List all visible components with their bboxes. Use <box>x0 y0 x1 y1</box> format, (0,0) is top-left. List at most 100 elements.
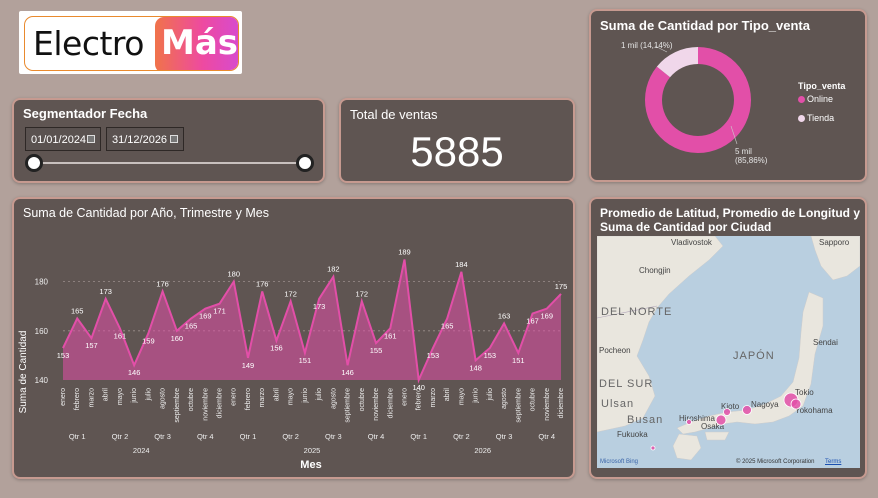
x-tick-label-quarter: Qtr 3 <box>496 432 513 441</box>
data-label: 160 <box>171 334 184 343</box>
x-tick-label-month: mayo <box>458 388 465 405</box>
x-tick-label-month: abril <box>444 388 451 402</box>
data-label: 169 <box>199 312 212 321</box>
area-line <box>62 259 562 384</box>
map-label-japon: JAPÓN <box>733 350 775 362</box>
x-tick-label-month: enero <box>60 388 67 406</box>
online-data-label-value: 5 mil <box>735 147 752 156</box>
start-date-input[interactable]: 01/01/2024 <box>25 127 101 151</box>
end-date-input[interactable]: 31/12/2026 <box>106 127 184 151</box>
area-fill <box>63 259 561 380</box>
donut-slice-tienda[interactable] <box>656 47 698 78</box>
total-sales-value: 5885 <box>410 128 504 175</box>
legend-label-tienda: Tienda <box>807 113 835 123</box>
map-terms-link[interactable]: Terms <box>825 459 842 465</box>
data-label: 151 <box>299 356 312 365</box>
donut-chart-panel: Suma de Cantidad por Tipo_venta <box>589 9 867 182</box>
monthly-quantity-area-chart: Suma de Cantidad Mes 140 160 180 153 165 157… <box>18 247 567 471</box>
legend-item-online[interactable]: Online <box>798 94 845 104</box>
map-label-sapporo: Sapporo <box>819 238 850 247</box>
bubble-fukuoka[interactable] <box>650 445 656 451</box>
x-tick-label-month: septiembre <box>174 388 181 423</box>
data-label: 146 <box>341 368 354 377</box>
x-tick-label-year: 2024 <box>133 446 150 455</box>
x-tick-label-month: mayo <box>117 388 124 405</box>
mainland-shape <box>597 236 724 433</box>
date-range-slider-track[interactable] <box>34 162 306 164</box>
x-tick-label-month: diciembre <box>217 388 224 418</box>
bubble-osaka[interactable] <box>715 414 727 426</box>
hokkaido-shape <box>810 236 860 281</box>
end-date-value: 31/12/2026 <box>112 134 168 146</box>
online-data-label-pct: (85,86%) <box>735 156 768 165</box>
date-slicer-title: Segmentador Fecha <box>23 106 148 121</box>
x-tick-label-month: marzo <box>259 388 266 408</box>
data-label: 156 <box>270 344 283 353</box>
legend-item-tienda[interactable]: Tienda <box>798 113 845 123</box>
x-tick-label-month: julio <box>487 388 494 402</box>
data-label: 148 <box>469 363 482 372</box>
data-label: 165 <box>441 322 454 331</box>
map-label-fukuoka: Fukuoka <box>617 430 648 439</box>
x-tick-label-month: diciembre <box>558 388 565 418</box>
map-bubbles <box>650 392 802 451</box>
electromas-logo: Electro Más <box>19 11 242 74</box>
data-label: 173 <box>313 302 326 311</box>
bubble-yokohama[interactable] <box>790 398 802 410</box>
donut-legend: Tipo_venta Online Tienda <box>798 81 845 123</box>
monthly-quantity-chart-title: Suma de Cantidad por Año, Trimestre y Me… <box>23 206 269 220</box>
data-label: 151 <box>512 356 525 365</box>
tienda-data-label: 1 mil (14,14%) <box>621 41 673 50</box>
x-tick-label-quarter: Qtr 2 <box>112 432 129 441</box>
map-label-hiroshima: Hiroshima <box>679 414 716 423</box>
donut-slice-online[interactable] <box>645 47 751 153</box>
x-axis-title: Mes <box>300 459 321 471</box>
x-tick-label-quarter: Qtr 4 <box>538 432 555 441</box>
x-tick-label-month: septiembre <box>345 388 352 423</box>
data-label: 184 <box>455 260 468 269</box>
y-tick-label: 160 <box>35 327 49 336</box>
x-tick-label-quarter: Qtr 1 <box>240 432 257 441</box>
calendar-icon[interactable] <box>170 135 178 143</box>
calendar-icon[interactable] <box>87 135 95 143</box>
data-label: 153 <box>427 351 440 360</box>
map-copyright: © 2025 Microsoft Corporation <box>736 459 815 465</box>
x-tick-label-month: diciembre <box>387 388 394 418</box>
online-leader-line <box>730 125 738 145</box>
map-label-busan: Busan <box>627 414 664 426</box>
date-range-end-handle[interactable] <box>296 154 314 172</box>
data-label: 165 <box>185 322 198 331</box>
x-tick-label-month: noviembre <box>544 388 551 421</box>
bubble-hiroshima[interactable] <box>686 419 692 425</box>
x-tick-label-quarter: Qtr 2 <box>282 432 299 441</box>
start-date-value: 01/01/2024 <box>31 134 87 146</box>
map-label-ulsan: Ulsan <box>601 398 635 410</box>
bing-brand: Microsoft Bing <box>600 459 639 465</box>
x-tick-label-month: agosto <box>160 388 167 409</box>
y-tick-label: 140 <box>35 376 49 385</box>
data-label: 165 <box>71 307 84 316</box>
tienda-leader-line <box>654 45 668 53</box>
data-label: 169 <box>541 312 554 321</box>
data-label: 146 <box>128 368 141 377</box>
data-label: 161 <box>384 331 397 340</box>
map-label-vladivostok: Vladivostok <box>671 238 712 247</box>
map-title-line1: Promedio de Latitud, Promedio de Longitu… <box>600 206 861 220</box>
data-label: 176 <box>256 279 269 288</box>
x-tick-label-quarter: Qtr 3 <box>154 432 171 441</box>
bubble-kioto[interactable] <box>723 408 731 416</box>
data-label: 172 <box>284 289 297 298</box>
bubble-nagoya[interactable] <box>742 405 752 415</box>
date-range-start-handle[interactable] <box>25 154 43 172</box>
x-tick-label-month: marzo <box>88 388 95 408</box>
logo-frame: Electro Más <box>24 16 239 71</box>
data-label: 153 <box>57 351 70 360</box>
city-bubble-map[interactable]: Vladivostok Chongjin Sapporo DEL NORTE J… <box>597 236 860 468</box>
data-label: 173 <box>99 287 112 296</box>
logo-text-mas: Más <box>161 23 239 63</box>
map-title-line2: Suma de Cantidad por Ciudad <box>600 220 772 234</box>
x-tick-label-month: julio <box>145 388 152 402</box>
x-tick-label-month: junio <box>302 388 309 404</box>
donut-chart: 1 mil (14,14%) 5 mil (85,86%) <box>621 41 768 165</box>
data-label: 155 <box>370 346 383 355</box>
